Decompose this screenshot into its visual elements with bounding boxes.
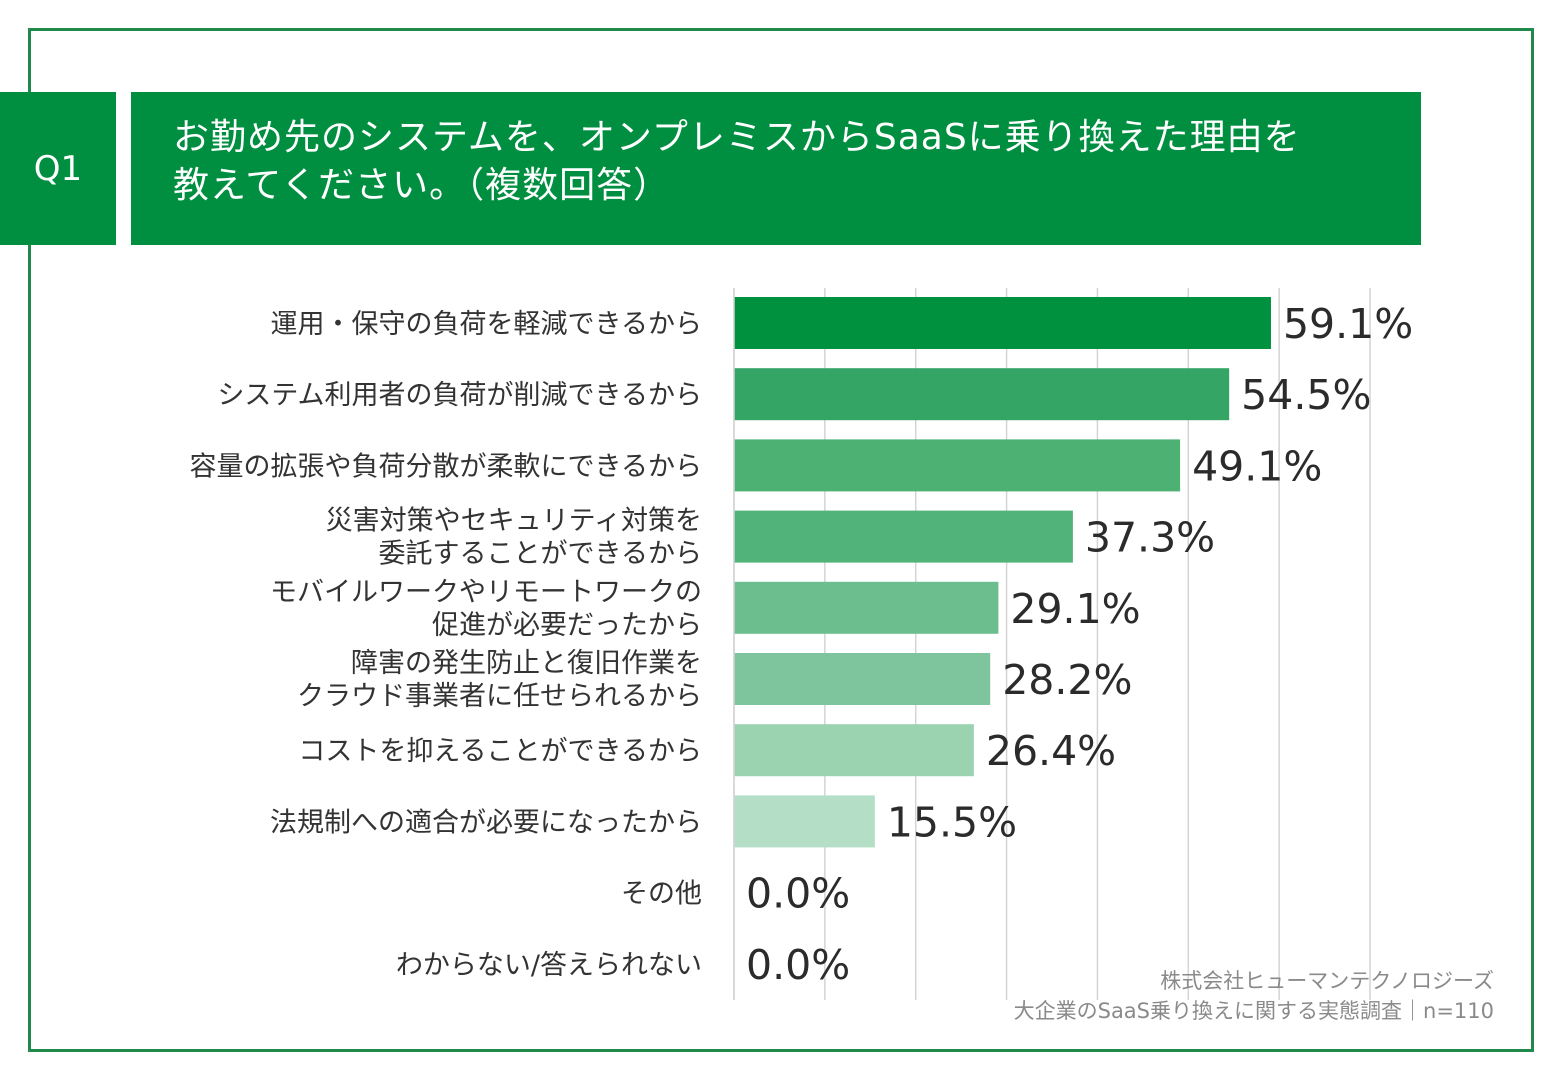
value-label: 28.2%: [1002, 656, 1132, 704]
category-label: わからない/答えられない: [396, 950, 702, 981]
source-survey: 大企業のSaaS乗り換えに関する実態調査｜n=110: [1013, 999, 1494, 1023]
category-label: 法規制への適合が必要になったから: [270, 807, 702, 838]
category-label: 容量の拡張や負荷分散が柔軟にできるから: [190, 451, 702, 482]
category-label: クラウド事業者に任せられるから: [297, 681, 702, 712]
category-label: 運用・保守の負荷を軽減できるから: [271, 309, 702, 340]
bar: [734, 510, 1073, 563]
question-badge: Q1: [0, 92, 116, 245]
bar: [734, 439, 1181, 492]
question-title: お勤め先のシステムを、オンプレミスからSaaSに乗り換えた理由を 教えてください…: [131, 92, 1421, 245]
value-label: 59.1%: [1283, 300, 1413, 348]
question-number: Q1: [33, 148, 83, 189]
value-label: 54.5%: [1241, 371, 1371, 419]
question-title-line-1: お勤め先のシステムを、オンプレミスからSaaSに乗り換えた理由を: [173, 117, 1301, 158]
value-label: 37.3%: [1085, 514, 1215, 562]
value-label: 0.0%: [746, 870, 850, 918]
category-label: その他: [621, 879, 702, 910]
category-label: 障害の発生防止と復旧作業を: [351, 648, 702, 679]
bar: [734, 368, 1230, 421]
category-label: モバイルワークやリモートワークの: [270, 577, 702, 608]
question-title-line-2: 教えてください。（複数回答）: [173, 165, 671, 206]
value-label: 26.4%: [986, 727, 1116, 775]
bar: [734, 724, 974, 777]
category-label: 委託することができるから: [379, 539, 702, 570]
source-company: 株式会社ヒューマンテクノロジーズ: [1160, 969, 1494, 993]
source-note: 株式会社ヒューマンテクノロジーズ 大企業のSaaS乗り換えに関する実態調査｜n=…: [1014, 966, 1494, 1026]
value-label: 0.0%: [746, 941, 850, 989]
bar: [734, 795, 875, 848]
value-label: 29.1%: [1010, 585, 1140, 633]
category-label: コストを抑えることができるから: [298, 736, 702, 767]
bar: [734, 581, 999, 634]
value-label: 49.1%: [1192, 442, 1322, 490]
category-label: 促進が必要だったから: [432, 610, 702, 641]
value-label: 15.5%: [887, 798, 1017, 846]
category-label: 災害対策やセキュリティ対策を: [326, 506, 702, 537]
category-label: システム利用者の負荷が削減できるから: [217, 380, 702, 411]
bar: [734, 297, 1271, 349]
bar: [734, 653, 991, 705]
chart-frame: [28, 28, 1534, 1052]
